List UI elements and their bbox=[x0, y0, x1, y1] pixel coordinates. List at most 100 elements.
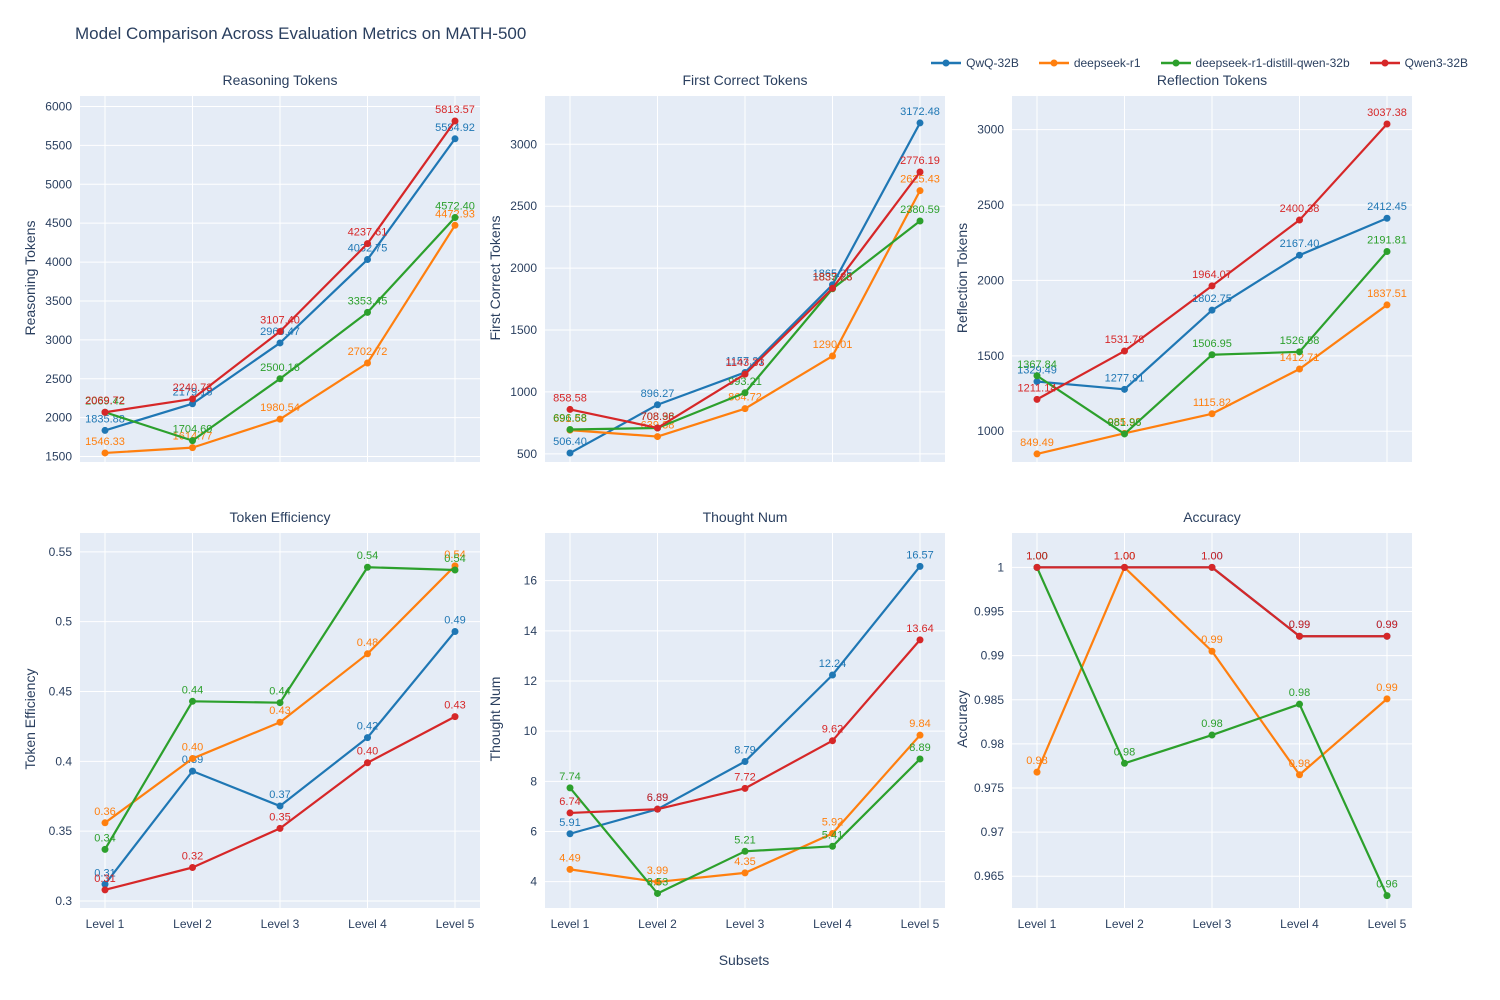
series-Qwen3-32B: 6.74 6.89 7.72 9.62 13.64 bbox=[559, 623, 934, 817]
point-marker bbox=[364, 359, 371, 367]
y-tick-labels: 0.3 0.35 0.4 0.45 0.5 0.55 bbox=[49, 545, 73, 908]
point-marker bbox=[1121, 430, 1128, 438]
point-label: 1.00 bbox=[1026, 550, 1047, 562]
point-marker bbox=[916, 217, 924, 225]
point-label: 1837.23 bbox=[813, 271, 853, 283]
point-label: 0.98 bbox=[1026, 755, 1047, 767]
x-tick-label: Level 1 bbox=[551, 917, 590, 931]
point-label: 1211.14 bbox=[1018, 382, 1057, 394]
point-label: 1329.49 bbox=[1017, 365, 1057, 377]
y-tick-label: 14 bbox=[524, 624, 538, 638]
subplot-accuracy: Accuracy Accuracy 0.965 0.97 0.975 0.98 0.98… bbox=[952, 493, 1417, 965]
legend-item-QwQ-32B[interactable]: QwQ-32B bbox=[931, 56, 1019, 70]
point-marker bbox=[1033, 372, 1041, 380]
point-marker bbox=[1383, 214, 1391, 222]
point-marker bbox=[654, 401, 661, 409]
point-marker bbox=[566, 830, 574, 838]
point-marker bbox=[101, 819, 109, 827]
point-label: 896.27 bbox=[641, 388, 675, 400]
point-marker bbox=[1033, 563, 1041, 571]
point-label: 1531.78 bbox=[1105, 334, 1145, 346]
x-tick-label: Level 1 bbox=[1018, 917, 1057, 931]
subplot-title: Accuracy bbox=[1183, 509, 1241, 525]
point-label: 6.89 bbox=[647, 792, 668, 804]
point-marker bbox=[916, 731, 924, 739]
series-deepseek-r1-distill-qwen-32b: 7.74 3.53 5.21 5.41 8.89 bbox=[559, 742, 931, 897]
point-marker bbox=[276, 415, 284, 423]
point-marker bbox=[364, 759, 371, 767]
point-label: 6.74 bbox=[559, 796, 580, 808]
point-label: 0.54 bbox=[444, 549, 465, 561]
point-marker bbox=[829, 842, 836, 850]
point-marker bbox=[189, 767, 196, 775]
x-tick-label: Level 4 bbox=[348, 917, 387, 931]
point-label: 0.99 bbox=[1376, 619, 1397, 631]
point-label: 0.44 bbox=[269, 686, 290, 698]
point-label: 0.99 bbox=[1201, 634, 1222, 646]
point-marker bbox=[916, 755, 924, 763]
y-tick-labels: 0.965 0.97 0.975 0.98 0.985 0.99 0.995 1 bbox=[974, 560, 1004, 883]
point-marker bbox=[916, 119, 924, 127]
point-label: 0.36 bbox=[94, 806, 115, 818]
point-marker bbox=[276, 824, 284, 832]
point-label: 2500.16 bbox=[260, 362, 300, 374]
point-marker bbox=[189, 437, 196, 445]
y-tick-label: 0.55 bbox=[49, 545, 73, 559]
point-label: 0.98 bbox=[1114, 746, 1135, 758]
y-tick-label: 0.3 bbox=[55, 894, 72, 908]
point-marker bbox=[451, 117, 459, 125]
point-marker bbox=[276, 699, 284, 707]
point-marker bbox=[364, 734, 371, 742]
point-label: 2776.19 bbox=[900, 155, 940, 167]
legend-item-deepseek-r1-distill-qwen-32b[interactable]: deepseek-r1-distill-qwen-32b bbox=[1160, 56, 1350, 70]
point-label: 7.74 bbox=[559, 771, 580, 783]
point-label: 0.54 bbox=[357, 550, 378, 562]
point-label: 5813.57 bbox=[435, 104, 475, 116]
point-marker bbox=[1383, 120, 1391, 128]
point-label: 1506.95 bbox=[1192, 338, 1232, 350]
point-label: 9.62 bbox=[822, 724, 843, 736]
point-marker bbox=[654, 805, 661, 813]
point-label: 0.42 bbox=[357, 721, 378, 733]
series-deepseek-r1: 4.49 3.99 4.35 5.92 9.84 bbox=[559, 718, 931, 886]
point-marker bbox=[364, 256, 371, 264]
point-label: 5.21 bbox=[734, 834, 755, 846]
legend-item-Qwen3-32B[interactable]: Qwen3-32B bbox=[1369, 56, 1468, 70]
point-label: 0.99 bbox=[1376, 682, 1397, 694]
point-marker bbox=[1296, 632, 1303, 640]
point-marker bbox=[1033, 450, 1041, 458]
point-label: 0.43 bbox=[269, 705, 290, 717]
point-label: 0.40 bbox=[357, 746, 378, 758]
point-label: 2400.38 bbox=[1280, 203, 1320, 215]
point-marker bbox=[189, 697, 196, 705]
point-label: 0.98 bbox=[1289, 758, 1310, 770]
point-label: 1412.71 bbox=[1280, 352, 1320, 364]
point-label: 4237.61 bbox=[348, 227, 388, 239]
gridlines bbox=[545, 533, 945, 908]
point-label: 16.57 bbox=[906, 549, 934, 561]
y-tick-labels: 4 6 8 10 12 14 16 bbox=[524, 574, 538, 889]
point-marker bbox=[916, 562, 924, 570]
point-marker bbox=[276, 328, 284, 336]
point-label: 506.40 bbox=[553, 436, 587, 448]
y-tick-labels: 500 1000 1500 2000 2500 3000 bbox=[510, 137, 537, 461]
point-marker bbox=[741, 784, 749, 792]
point-label: 4.49 bbox=[559, 852, 580, 864]
point-marker bbox=[741, 370, 749, 378]
y-tick-label: 1 bbox=[997, 560, 1004, 574]
point-marker bbox=[101, 426, 109, 434]
point-marker bbox=[101, 408, 109, 416]
gridlines bbox=[1012, 96, 1412, 462]
point-label: 5.41 bbox=[822, 829, 843, 841]
y-tick-label: 1500 bbox=[510, 323, 537, 337]
point-label: 0.35 bbox=[269, 811, 290, 823]
point-marker bbox=[1296, 365, 1303, 373]
y-tick-label: 0.975 bbox=[974, 781, 1004, 795]
x-tick-label: Level 3 bbox=[726, 917, 765, 931]
point-label: 0.31 bbox=[94, 867, 115, 879]
legend-item-deepseek-r1[interactable]: deepseek-r1 bbox=[1038, 56, 1141, 70]
point-label: 0.44 bbox=[182, 684, 203, 696]
